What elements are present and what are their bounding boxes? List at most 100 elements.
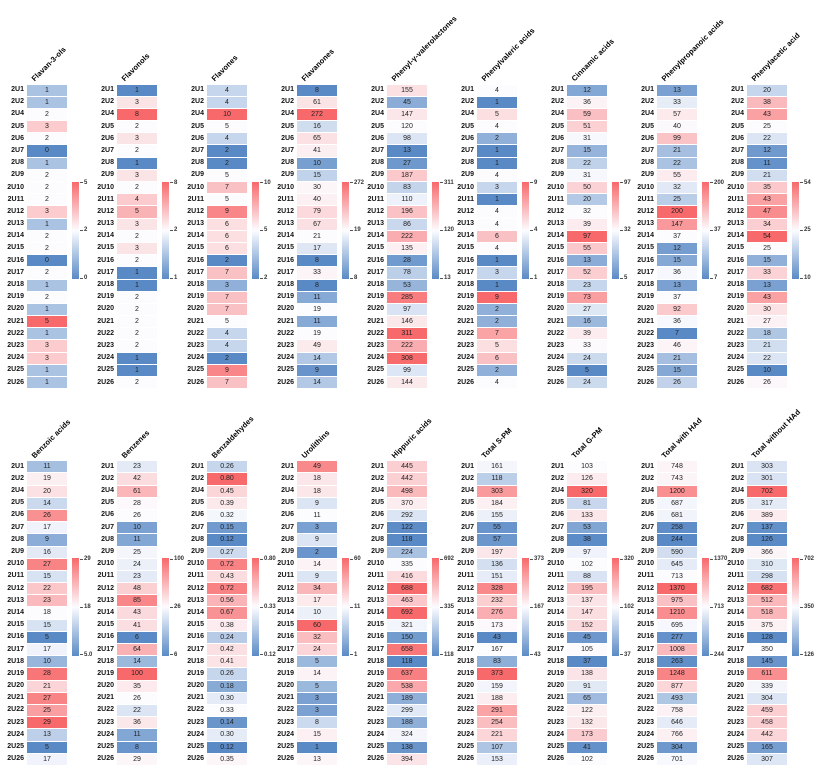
heatmap-cell: 55 [567, 242, 607, 255]
heatmap-row: 2U10 24 [93, 558, 183, 570]
row-label: 2U10 [547, 560, 564, 568]
heatmap-cell: 173 [567, 729, 607, 741]
heatmap-row: 2U19 14 [273, 668, 363, 680]
heatmap-row: 2U16 0.24 [183, 631, 273, 643]
row-label: 2U2 [731, 98, 744, 106]
row-label: 2U15 [187, 621, 204, 629]
row-label: 2U24 [637, 730, 654, 738]
row-label: 2U20 [727, 682, 744, 690]
colorbar: 97 32 5 [612, 180, 633, 281]
heatmap-row: 2U4 303 [453, 485, 543, 497]
heatmap-cell: 159 [477, 680, 517, 692]
row-label: 2U17 [367, 645, 384, 653]
tick-mark [440, 277, 443, 279]
tick-mark [800, 277, 803, 279]
panel-title: Total G-PM [569, 425, 605, 460]
heatmap-panel-total-without-had: Total without HAd 2U1 303 2U2 301 2U4 702 2U5 31… [723, 389, 814, 766]
heatmap-row: 2U14 276 [453, 607, 543, 619]
heatmap-row: 2U22 3 [273, 704, 363, 717]
heatmap-cell: 2 [117, 303, 157, 316]
heatmap-cell: 687 [657, 497, 697, 509]
row-label: 2U8 [101, 535, 114, 543]
heatmap-cell: 19 [297, 328, 337, 340]
heatmap-row: 2U2 743 [633, 473, 723, 485]
heatmap-row: 2U20 91 [543, 680, 633, 692]
row-label: 2U17 [7, 268, 24, 276]
heatmap-row: 2U8 126 [723, 534, 813, 546]
panel-body: 2U1 748 2U2 743 2U4 1200 2U5 687 2U6 681 2U7 258 2U8… [633, 461, 727, 766]
heatmap-cell: 748 [657, 461, 697, 473]
row-label: 2U21 [367, 317, 384, 325]
heatmap-row: 2U26 24 [543, 377, 633, 389]
heatmap-row: 2U26 153 [453, 753, 543, 765]
row-label: 2U23 [187, 718, 204, 726]
heatmap-row: 2U2 0.80 [183, 473, 273, 485]
heatmap-panel-phenylpropanoic-acids: Phenylpropanoic acids 2U1 13 2U2 33 2U4 57 2U5 4… [633, 2, 726, 389]
row-label: 2U2 [731, 474, 744, 482]
heatmap-row: 2U10 27 [3, 558, 93, 570]
tick-mark [170, 558, 173, 560]
heatmap-cell: 1 [27, 279, 67, 291]
panel-title: Flavonols [119, 51, 152, 83]
heatmap-row: 2U6 26 [93, 509, 183, 522]
heatmap-row: 2U25 0.12 [183, 741, 273, 753]
heatmap-cell: 2 [117, 377, 157, 389]
row-label: 2U2 [281, 474, 294, 482]
heatmap-row: 2U9 3 [93, 169, 183, 181]
row-label: 2U12 [97, 207, 114, 215]
tick-mark [260, 182, 263, 184]
colorbar-tick-min: 10 [800, 275, 811, 281]
row-label: 2U11 [97, 572, 114, 580]
colorbar-tick-min: 244 [710, 652, 724, 658]
row-label: 2U15 [277, 621, 294, 629]
row-label: 2U20 [637, 682, 654, 690]
heatmap-cell: 7 [477, 328, 517, 340]
panel-title: Phenylpropanoic acids [659, 17, 726, 83]
row-label: 2U18 [7, 281, 24, 288]
heatmap-cell: 8 [117, 741, 157, 753]
row-label: 2U7 [371, 146, 384, 154]
heatmap-cell: 13 [27, 729, 67, 741]
heatmap-row: 2U17 3 [453, 267, 543, 279]
heatmap-cell: 8 [297, 84, 337, 96]
row-label: 2U8 [641, 535, 654, 543]
heatmap-cell: 0.72 [207, 558, 247, 570]
heatmap-row: 2U2 1 [3, 96, 93, 108]
row-label: 2U13 [547, 596, 564, 604]
row-label: 2U22 [97, 706, 114, 714]
panel-title: Total without HAd [749, 407, 803, 460]
row-label: 2U25 [7, 743, 24, 750]
colorbar-tick-max: 1370 [710, 556, 727, 562]
heatmap-row: 2U16 150 [363, 631, 453, 643]
heatmap-cell: 702 [747, 485, 787, 497]
row-label: 2U9 [11, 171, 24, 179]
heatmap-cell: 118 [477, 473, 517, 485]
row-label: 2U8 [461, 159, 474, 167]
heatmap-row: 2U19 2 [3, 291, 93, 303]
row-label: 2U26 [187, 755, 204, 763]
row-label: 2U12 [637, 207, 654, 215]
row-label: 2U8 [11, 535, 24, 543]
row-label: 2U18 [187, 657, 204, 665]
panel-body: 2U1 23 2U2 42 2U4 61 2U5 28 2U6 26 2U7 10 2U8 11 2U9 25… [93, 461, 184, 766]
heatmap-row: 2U20 27 [543, 303, 633, 316]
heatmap-row: 2U19 285 [363, 291, 453, 303]
row-label: 2U2 [641, 474, 654, 482]
heatmap-cell: 2 [297, 546, 337, 558]
row-label: 2U26 [547, 755, 564, 763]
heatmap-cell: 13 [297, 753, 337, 765]
heatmap-row: 2U25 304 [633, 741, 723, 753]
row-label: 2U22 [367, 329, 384, 337]
row-label: 2U19 [727, 293, 744, 301]
heatmap-panel-phenylvaleric-acids: Phenylvaleric acids 2U1 4 2U2 1 2U4 5 2U5 4 2U6 2 2… [453, 2, 543, 389]
row-label: 2U26 [7, 755, 24, 763]
row-label: 2U18 [367, 281, 384, 288]
heatmap-row: 2U12 22 [3, 583, 93, 595]
heatmap-cell: 184 [477, 497, 517, 509]
heatmap-cell: 67 [297, 218, 337, 230]
heatmap-row: 2U1 161 [453, 461, 543, 473]
row-label: 2U6 [371, 134, 384, 142]
colorbar-gradient [432, 558, 439, 656]
tick-mark [170, 606, 173, 608]
